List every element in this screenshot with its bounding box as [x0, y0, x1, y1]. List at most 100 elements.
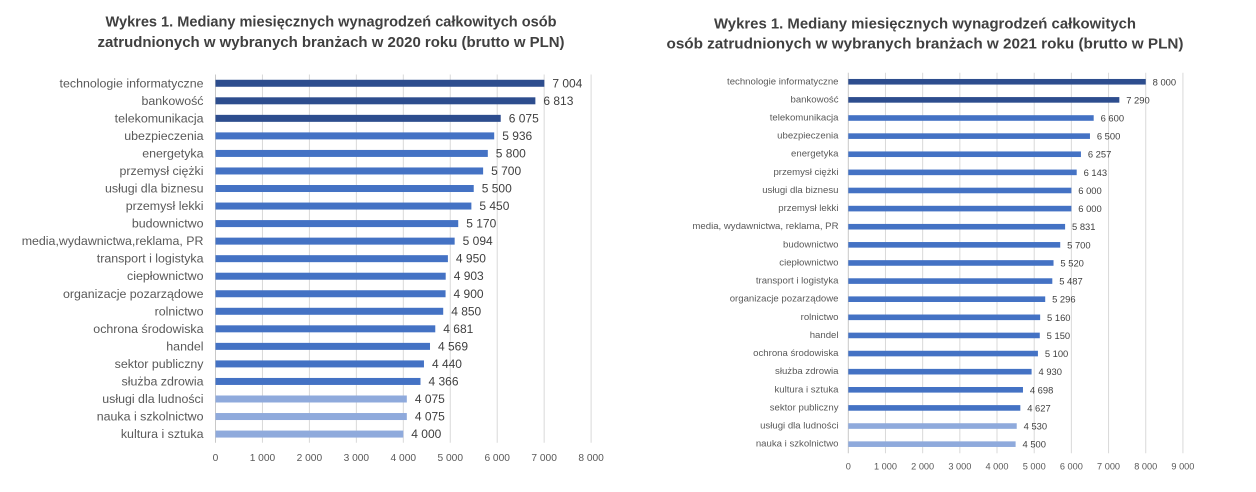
- svg-text:przemysł lekki: przemysł lekki: [126, 199, 204, 213]
- svg-text:0: 0: [846, 461, 851, 471]
- svg-text:ubezpieczenia: ubezpieczenia: [777, 131, 839, 142]
- svg-text:5 100: 5 100: [1045, 348, 1068, 359]
- svg-text:6 000: 6 000: [1078, 203, 1101, 214]
- svg-text:4 075: 4 075: [415, 392, 445, 406]
- svg-text:6 600: 6 600: [1101, 113, 1124, 124]
- svg-text:handel: handel: [810, 330, 839, 341]
- svg-text:7 004: 7 004: [552, 76, 582, 90]
- svg-text:5 000: 5 000: [438, 453, 464, 464]
- svg-text:5 831: 5 831: [1072, 221, 1095, 232]
- svg-text:3 000: 3 000: [344, 453, 370, 464]
- svg-text:5 700: 5 700: [491, 164, 521, 178]
- svg-text:kultura i sztuka: kultura i sztuka: [775, 384, 840, 395]
- svg-text:1 000: 1 000: [250, 453, 276, 464]
- svg-text:5 094: 5 094: [463, 234, 493, 248]
- svg-text:6 500: 6 500: [1097, 131, 1120, 142]
- svg-text:6 813: 6 813: [543, 94, 573, 108]
- svg-text:6 257: 6 257: [1088, 149, 1111, 160]
- svg-text:5 296: 5 296: [1052, 294, 1075, 305]
- svg-text:4 000: 4 000: [411, 427, 441, 441]
- svg-text:5 000: 5 000: [1023, 461, 1046, 471]
- svg-text:nauka i szkolnictwo: nauka i szkolnictwo: [756, 439, 839, 450]
- svg-text:przemysł ciężki: przemysł ciężki: [120, 164, 204, 178]
- svg-text:0: 0: [213, 453, 219, 464]
- svg-text:6 143: 6 143: [1084, 167, 1107, 178]
- svg-text:przemysł lekki: przemysł lekki: [778, 203, 838, 214]
- svg-text:telekomunikacja: telekomunikacja: [115, 111, 204, 125]
- svg-text:handel: handel: [166, 339, 203, 353]
- svg-text:5 170: 5 170: [466, 217, 496, 231]
- svg-text:usługi dla biznesu: usługi dla biznesu: [105, 182, 204, 196]
- svg-text:budownictwo: budownictwo: [132, 217, 204, 231]
- svg-text:telekomunikacja: telekomunikacja: [770, 113, 839, 124]
- svg-text:technologie informatyczne: technologie informatyczne: [727, 76, 838, 87]
- svg-text:usługi dla ludności: usługi dla ludności: [760, 421, 838, 432]
- svg-text:Wykres 1. Mediany miesięcznych: Wykres 1. Mediany miesięcznych wynagrodz…: [106, 15, 557, 31]
- svg-text:ochrona środowiska: ochrona środowiska: [753, 348, 839, 359]
- svg-text:8 000: 8 000: [578, 453, 604, 464]
- svg-text:2 000: 2 000: [911, 461, 934, 471]
- svg-text:5 487: 5 487: [1059, 276, 1082, 287]
- svg-text:4 000: 4 000: [986, 461, 1009, 471]
- svg-text:sektor publiczny: sektor publiczny: [115, 357, 205, 371]
- svg-text:przemysł ciężki: przemysł ciężki: [773, 167, 838, 178]
- svg-text:ciepłownictwo: ciepłownictwo: [779, 257, 838, 268]
- svg-text:4 698: 4 698: [1030, 384, 1053, 395]
- svg-text:kultura i sztuka: kultura i sztuka: [121, 427, 204, 441]
- svg-text:7 000: 7 000: [1097, 461, 1120, 471]
- svg-text:4 627: 4 627: [1027, 402, 1050, 413]
- svg-text:6 000: 6 000: [1060, 461, 1083, 471]
- svg-text:4 950: 4 950: [456, 252, 486, 266]
- svg-text:8 000: 8 000: [1153, 76, 1176, 87]
- svg-text:4 900: 4 900: [454, 287, 484, 301]
- svg-text:9 000: 9 000: [1171, 461, 1194, 471]
- svg-text:5 150: 5 150: [1047, 330, 1070, 341]
- svg-text:transport i logistyka: transport i logistyka: [97, 252, 204, 266]
- svg-text:4 500: 4 500: [1023, 439, 1046, 450]
- svg-text:zatrudnionych w wybranych bran: zatrudnionych w wybranych branżach w 202…: [98, 35, 565, 51]
- svg-text:nauka i szkolnictwo: nauka i szkolnictwo: [97, 410, 204, 424]
- svg-text:6 000: 6 000: [484, 453, 510, 464]
- svg-text:energetyka: energetyka: [791, 149, 839, 160]
- svg-text:3 000: 3 000: [948, 461, 971, 471]
- svg-text:5 500: 5 500: [482, 182, 512, 196]
- svg-text:7 000: 7 000: [531, 453, 557, 464]
- svg-text:sektor publiczny: sektor publiczny: [770, 402, 839, 413]
- svg-text:rolnictwo: rolnictwo: [801, 312, 839, 323]
- svg-text:budownictwo: budownictwo: [783, 239, 838, 250]
- svg-text:osób zatrudnionych w wybranych: osób zatrudnionych w wybranych branżach …: [667, 37, 1184, 53]
- svg-text:4 903: 4 903: [454, 269, 484, 283]
- svg-text:4 075: 4 075: [415, 410, 445, 424]
- svg-text:4 000: 4 000: [391, 453, 417, 464]
- svg-text:Wykres 1. Mediany miesięcznych: Wykres 1. Mediany miesięcznych wynagrodz…: [714, 16, 1136, 32]
- svg-text:ochrona środowiska: ochrona środowiska: [93, 322, 203, 336]
- svg-text:usługi dla ludności: usługi dla ludności: [102, 392, 203, 406]
- svg-text:4 530: 4 530: [1024, 421, 1047, 432]
- svg-text:4 850: 4 850: [451, 304, 481, 318]
- svg-text:4 681: 4 681: [443, 322, 473, 336]
- svg-text:5 700: 5 700: [1067, 239, 1090, 250]
- svg-text:organizacje pozarządowe: organizacje pozarządowe: [730, 294, 839, 305]
- svg-text:1 000: 1 000: [874, 461, 897, 471]
- svg-text:2 000: 2 000: [297, 453, 323, 464]
- svg-text:4 930: 4 930: [1039, 366, 1062, 377]
- svg-text:5 936: 5 936: [502, 129, 532, 143]
- svg-text:bankowość: bankowość: [791, 94, 839, 105]
- svg-text:8 000: 8 000: [1134, 461, 1157, 471]
- svg-text:5 160: 5 160: [1047, 312, 1070, 323]
- svg-text:5 800: 5 800: [496, 146, 526, 160]
- svg-text:rolnictwo: rolnictwo: [155, 304, 204, 318]
- svg-text:6 075: 6 075: [509, 111, 539, 125]
- svg-text:4 440: 4 440: [432, 357, 462, 371]
- svg-text:4 569: 4 569: [438, 339, 468, 353]
- svg-text:ciepłownictwo: ciepłownictwo: [127, 269, 204, 283]
- svg-text:transport i logistyka: transport i logistyka: [756, 276, 839, 287]
- svg-text:media,wydawnictwa,reklama, PR: media,wydawnictwa,reklama, PR: [22, 234, 204, 248]
- svg-text:usługi dla biznesu: usługi dla biznesu: [762, 185, 838, 196]
- svg-text:służba zdrowia: służba zdrowia: [775, 366, 839, 377]
- svg-text:4 366: 4 366: [428, 374, 458, 388]
- svg-text:5 520: 5 520: [1060, 257, 1083, 268]
- svg-text:energetyka: energetyka: [142, 146, 203, 160]
- svg-text:ubezpieczenia: ubezpieczenia: [124, 129, 203, 143]
- svg-text:media, wydawnictwa, reklama, P: media, wydawnictwa, reklama, PR: [692, 221, 838, 232]
